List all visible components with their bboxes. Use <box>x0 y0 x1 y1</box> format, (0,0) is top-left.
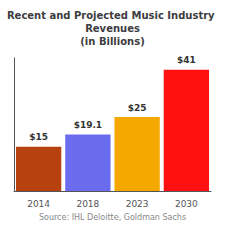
svg-text:(in Billions): (in Billions) <box>80 36 144 47</box>
svg-text:$25: $25 <box>128 103 147 113</box>
svg-text:Revenues: Revenues <box>85 23 140 34</box>
svg-text:$15: $15 <box>29 132 48 142</box>
svg-text:2014: 2014 <box>27 199 50 209</box>
svg-text:Source: IHL Deloitte, Goldman: Source: IHL Deloitte, Goldman Sachs <box>39 213 186 222</box>
svg-text:Recent and Projected Music Ind: Recent and Projected Music Industry <box>7 10 218 21</box>
svg-text:2018: 2018 <box>76 199 99 209</box>
svg-text:$19.1: $19.1 <box>74 120 102 130</box>
svg-text:$41: $41 <box>177 55 196 65</box>
svg-text:2023: 2023 <box>126 199 149 209</box>
svg-text:2030: 2030 <box>175 199 198 209</box>
